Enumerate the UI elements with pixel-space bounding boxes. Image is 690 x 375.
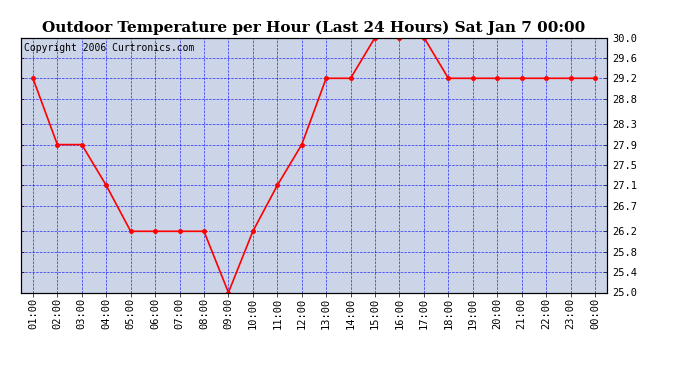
Title: Outdoor Temperature per Hour (Last 24 Hours) Sat Jan 7 00:00: Outdoor Temperature per Hour (Last 24 Ho… [42,21,586,35]
Text: Copyright 2006 Curtronics.com: Copyright 2006 Curtronics.com [23,43,194,52]
